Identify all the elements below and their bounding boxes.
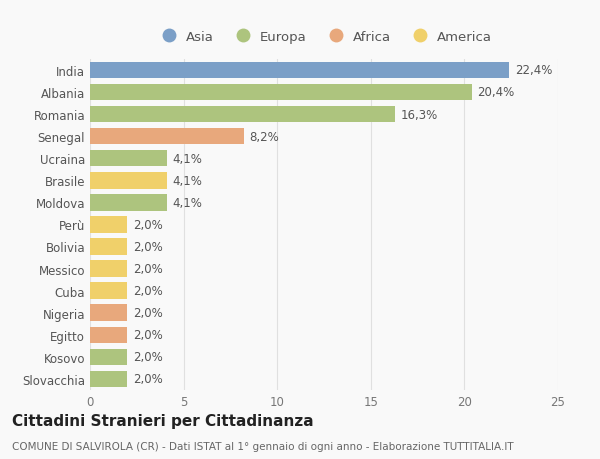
Bar bbox=[90, 261, 127, 277]
Text: 2,0%: 2,0% bbox=[133, 241, 163, 253]
Text: 2,0%: 2,0% bbox=[133, 285, 163, 297]
Text: 2,0%: 2,0% bbox=[133, 373, 163, 386]
Bar bbox=[90, 371, 127, 387]
Text: 2,0%: 2,0% bbox=[133, 329, 163, 341]
Text: COMUNE DI SALVIROLA (CR) - Dati ISTAT al 1° gennaio di ogni anno - Elaborazione : COMUNE DI SALVIROLA (CR) - Dati ISTAT al… bbox=[12, 441, 514, 451]
Text: 2,0%: 2,0% bbox=[133, 307, 163, 319]
Legend: Asia, Europa, Africa, America: Asia, Europa, Africa, America bbox=[153, 28, 495, 46]
Text: 4,1%: 4,1% bbox=[172, 174, 202, 187]
Text: 22,4%: 22,4% bbox=[515, 64, 553, 77]
Bar bbox=[90, 305, 127, 321]
Bar bbox=[90, 62, 509, 79]
Text: 4,1%: 4,1% bbox=[172, 196, 202, 209]
Text: 2,0%: 2,0% bbox=[133, 351, 163, 364]
Bar bbox=[90, 239, 127, 255]
Text: 2,0%: 2,0% bbox=[133, 263, 163, 275]
Bar bbox=[90, 283, 127, 299]
Text: Cittadini Stranieri per Cittadinanza: Cittadini Stranieri per Cittadinanza bbox=[12, 413, 314, 428]
Text: 2,0%: 2,0% bbox=[133, 218, 163, 231]
Bar bbox=[90, 327, 127, 343]
Text: 8,2%: 8,2% bbox=[249, 130, 279, 143]
Bar bbox=[90, 349, 127, 365]
Bar bbox=[90, 151, 167, 167]
Text: 16,3%: 16,3% bbox=[401, 108, 438, 121]
Bar bbox=[90, 217, 127, 233]
Text: 4,1%: 4,1% bbox=[172, 152, 202, 165]
Text: 20,4%: 20,4% bbox=[478, 86, 515, 99]
Bar bbox=[90, 106, 395, 123]
Bar bbox=[90, 84, 472, 101]
Bar bbox=[90, 129, 244, 145]
Bar bbox=[90, 195, 167, 211]
Bar bbox=[90, 173, 167, 189]
